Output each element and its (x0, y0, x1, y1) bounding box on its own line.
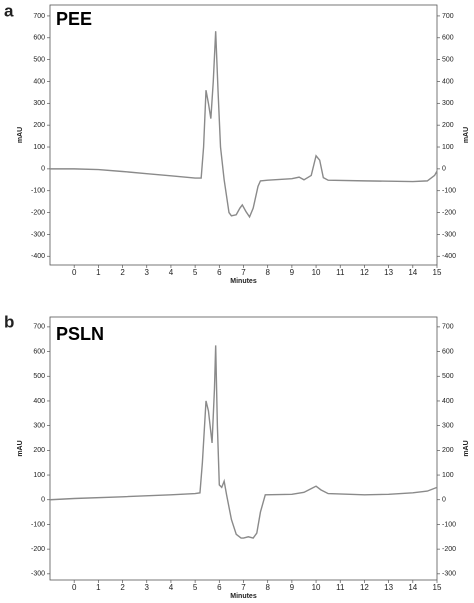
y2-tick-label: 100 (442, 472, 454, 479)
x-tick-label: 15 (433, 583, 442, 592)
x-tick-label: 2 (120, 583, 125, 592)
x-tick-label: 8 (265, 583, 270, 592)
x-tick-label: 10 (312, 583, 321, 592)
x-tick-label: 8 (265, 268, 270, 277)
x-tick-label: 7 (241, 268, 246, 277)
y-tick-label: 400 (33, 398, 45, 405)
x-tick-label: 0 (72, 268, 77, 277)
y2-tick-label: -300 (442, 231, 456, 238)
y-tick-label: 700 (33, 13, 45, 20)
y2-tick-label: 700 (442, 324, 454, 331)
x-tick-label: 6 (217, 268, 222, 277)
y-axis-label: mAU (17, 440, 24, 456)
x-tick-label: 5 (193, 268, 198, 277)
x-tick-label: 10 (312, 268, 321, 277)
panel-letter: b (4, 312, 14, 331)
y-tick-label: 500 (33, 373, 45, 380)
y2-tick-label: 500 (442, 373, 454, 380)
chromatogram-line (49, 345, 438, 539)
y-tick-label: 100 (33, 144, 45, 151)
y-tick-label: -300 (31, 571, 45, 578)
y-tick-label: 300 (33, 100, 45, 107)
y-tick-label: -200 (31, 209, 45, 216)
x-tick-label: 13 (384, 583, 393, 592)
x-tick-label: 11 (336, 268, 345, 277)
y-tick-label: 600 (33, 35, 45, 42)
x-tick-label: 15 (433, 268, 442, 277)
y-tick-label: -300 (31, 231, 45, 238)
x-tick-label: 12 (360, 583, 369, 592)
x-tick-label: 6 (217, 583, 222, 592)
x-tick-label: 11 (336, 583, 345, 592)
y-tick-label: -400 (31, 253, 45, 260)
x-tick-label: 7 (241, 583, 246, 592)
y-tick-label: 500 (33, 56, 45, 63)
y2-tick-label: 600 (442, 35, 454, 42)
y-tick-label: 0 (41, 497, 45, 504)
y-tick-label: 400 (33, 78, 45, 85)
x-tick-label: 13 (384, 268, 393, 277)
x-tick-label: 0 (72, 583, 77, 592)
x-tick-label: 5 (193, 583, 198, 592)
y2-axis-label: mAU (463, 440, 470, 456)
y-tick-label: 0 (41, 166, 45, 173)
x-axis-label: Minutes (230, 593, 257, 598)
x-tick-label: 12 (360, 268, 369, 277)
x-tick-label: 9 (290, 583, 295, 592)
x-tick-label: 3 (145, 583, 150, 592)
y2-tick-label: -200 (442, 546, 456, 553)
y2-tick-label: 700 (442, 13, 454, 20)
x-tick-label: 1 (96, 268, 101, 277)
y-tick-label: -100 (31, 521, 45, 528)
y-tick-label: 300 (33, 423, 45, 430)
y-tick-label: 200 (33, 122, 45, 129)
x-tick-label: 1 (96, 583, 101, 592)
y2-tick-label: -100 (442, 188, 456, 195)
y-tick-label: -100 (31, 188, 45, 195)
x-tick-label: 3 (145, 268, 150, 277)
y2-tick-label: 400 (442, 78, 454, 85)
y2-tick-label: -100 (442, 521, 456, 528)
y-tick-label: 200 (33, 447, 45, 454)
y2-tick-label: 600 (442, 348, 454, 355)
y2-tick-label: -300 (442, 571, 456, 578)
x-tick-label: 14 (408, 583, 417, 592)
y2-tick-label: 300 (442, 423, 454, 430)
x-tick-label: 9 (290, 268, 295, 277)
y2-axis-label: mAU (463, 127, 470, 143)
y2-tick-label: 500 (442, 56, 454, 63)
x-axis-label: Minutes (230, 278, 257, 285)
y2-tick-label: 200 (442, 122, 454, 129)
x-tick-label: 14 (408, 268, 417, 277)
y-axis-label: mAU (17, 127, 24, 143)
y2-tick-label: 300 (442, 100, 454, 107)
chromatogram-line (50, 31, 438, 219)
y-tick-label: -200 (31, 546, 45, 553)
y2-tick-label: 400 (442, 398, 454, 405)
y2-tick-label: -200 (442, 209, 456, 216)
panel-letter: a (4, 1, 14, 20)
x-tick-label: 2 (120, 268, 125, 277)
x-tick-label: 4 (169, 268, 174, 277)
y2-tick-label: -400 (442, 253, 456, 260)
y-tick-label: 600 (33, 348, 45, 355)
y2-tick-label: 0 (442, 497, 446, 504)
panel-title: PEE (56, 9, 92, 29)
y2-tick-label: 100 (442, 144, 454, 151)
y2-tick-label: 200 (442, 447, 454, 454)
x-tick-label: 4 (169, 583, 174, 592)
panel-title: PSLN (56, 324, 104, 344)
y-tick-label: 700 (33, 324, 45, 331)
y2-tick-label: 0 (442, 166, 446, 173)
y-tick-label: 100 (33, 472, 45, 479)
